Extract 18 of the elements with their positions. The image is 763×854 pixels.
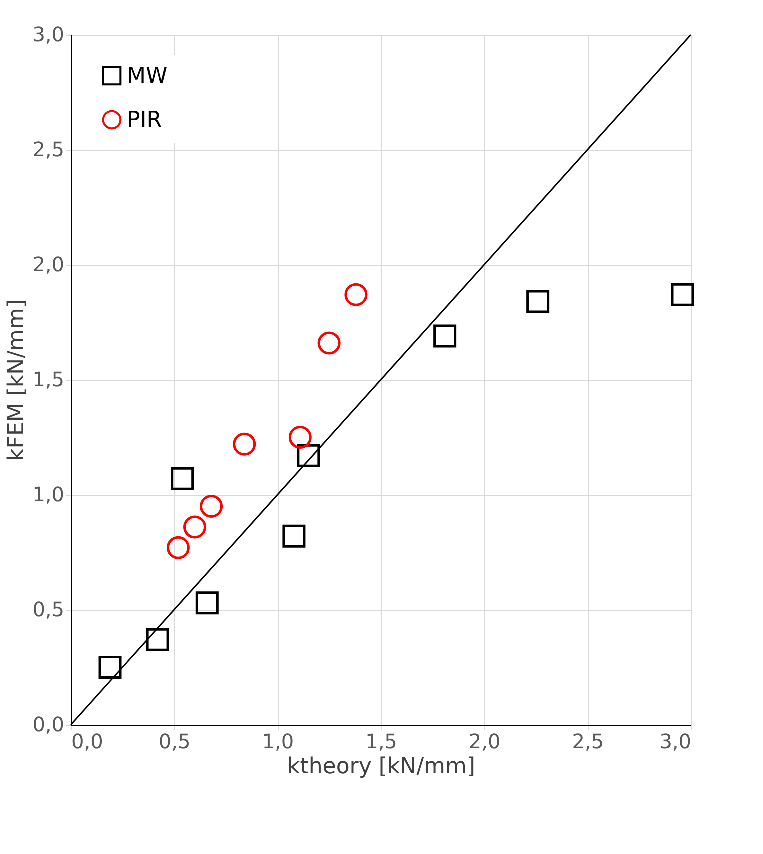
y-tick-label: 0,0: [32, 712, 64, 736]
x-tick-label: 0,5: [158, 730, 191, 754]
y-tick-label: 1,5: [32, 368, 64, 392]
x-tick-label: 1,0: [262, 730, 294, 754]
x-tick-label: 3,0: [660, 730, 692, 754]
legend-label: PIR: [127, 108, 162, 133]
y-axis-title: kFEM [kN/mm]: [4, 300, 30, 462]
x-tick-label: 1,5: [366, 730, 398, 754]
x-axis-title: ktheory [kN/mm]: [288, 754, 476, 780]
x-tick-label: 0,0: [72, 730, 104, 754]
y-tick-label: 2,0: [32, 252, 64, 276]
x-tick-label: 2,0: [468, 730, 501, 754]
y-tick-label: 0,5: [32, 598, 64, 622]
y-tick-label: 3,0: [32, 22, 64, 46]
y-tick-label: 2,5: [32, 138, 64, 162]
x-tick-label: 2,5: [572, 730, 604, 754]
legend-label: MW: [127, 64, 168, 89]
y-tick-label: 1,0: [32, 482, 64, 506]
